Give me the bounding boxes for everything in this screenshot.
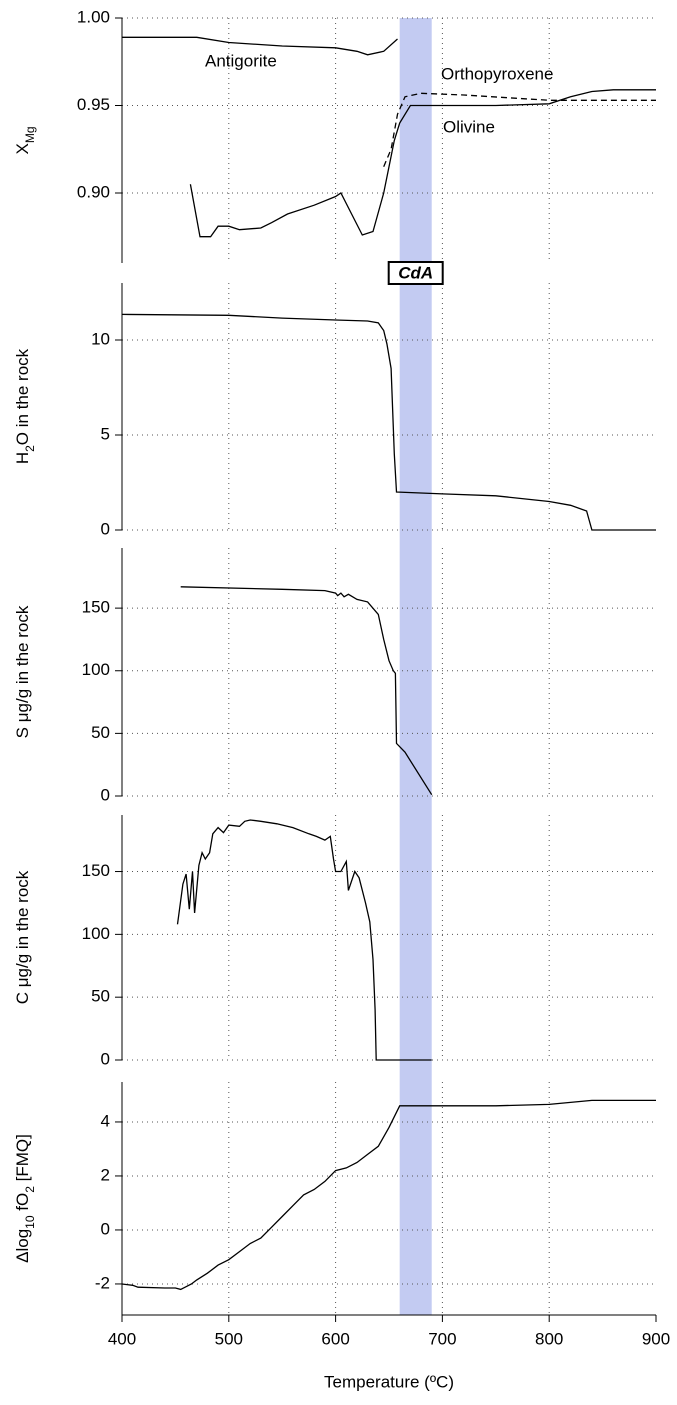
y-tick-label: 10 [91, 329, 110, 348]
y-label-text: fO [13, 1193, 32, 1216]
series-label: Olivine [443, 117, 495, 136]
data-line [180, 586, 433, 796]
x-axis-label: Temperature (ºC) [324, 1372, 454, 1391]
y-tick-label: 100 [82, 660, 110, 679]
band-label: CdA [398, 263, 433, 282]
grid-layer [122, 17, 656, 1315]
y-label-text: X [13, 143, 32, 154]
x-tick-label: 700 [428, 1329, 456, 1348]
data-line [121, 1099, 656, 1291]
y-tick-label: 50 [91, 987, 110, 1006]
x-tick-label: 500 [215, 1329, 243, 1348]
y-label-text: O in the rock [13, 348, 32, 445]
y-tick-label: 0 [101, 785, 110, 804]
y-tick-label: 0.90 [77, 182, 110, 201]
y-tick-label: 5 [101, 424, 110, 443]
y-axis-label: C μg/g in the rock [13, 870, 32, 1004]
y-tick-label: -2 [95, 1273, 110, 1292]
x-tick-label: 900 [642, 1329, 670, 1348]
series-label: Antigorite [205, 51, 277, 70]
y-axis-label: H2O in the rock [13, 348, 37, 464]
y-label-subscript: 10 [23, 1215, 37, 1229]
y-label-text: C μg/g in the rock [13, 870, 32, 1004]
data-layer: CdA [121, 36, 656, 1291]
y-tick-label: 4 [101, 1111, 110, 1130]
y-axis-label: XMg [13, 126, 37, 154]
band-label-box [387, 261, 444, 285]
y-tick-label: 50 [91, 723, 110, 742]
y-tick-label: 2 [101, 1165, 110, 1184]
x-tick-label: 600 [321, 1329, 349, 1348]
x-tick-label: 800 [535, 1329, 563, 1348]
y-label-text: H [13, 452, 32, 464]
y-tick-label: 0 [101, 1049, 110, 1068]
y-axis-label: Δlog10 fO2 [FMQ] [13, 1134, 37, 1263]
y-label-text: Δlog [13, 1229, 32, 1263]
x-tick-label: 400 [108, 1329, 136, 1348]
y-tick-label: 0 [101, 1219, 110, 1238]
y-label-subscript: 2 [23, 445, 37, 452]
y-label-text: [FMQ] [13, 1134, 32, 1186]
y-axis-label: S μg/g in the rock [13, 605, 32, 738]
y-label-subscript: Mg [23, 126, 37, 143]
data-line [176, 819, 432, 1061]
y-tick-label: 150 [82, 861, 110, 880]
band-layer [399, 18, 432, 1315]
y-tick-label: 0 [101, 519, 110, 538]
y-tick-label: 0.95 [77, 95, 110, 114]
y-tick-label: 1.00 [77, 7, 110, 26]
y-tick-label: 100 [82, 924, 110, 943]
y-label-subscript: 2 [23, 1186, 37, 1193]
data-line [383, 92, 656, 167]
highlight-band [399, 18, 432, 1315]
series-label: Orthopyroxene [441, 64, 553, 83]
data-line [121, 313, 656, 531]
y-label-text: S μg/g in the rock [13, 605, 32, 738]
data-line [122, 36, 398, 56]
y-tick-label: 150 [82, 598, 110, 617]
data-line [189, 89, 656, 238]
